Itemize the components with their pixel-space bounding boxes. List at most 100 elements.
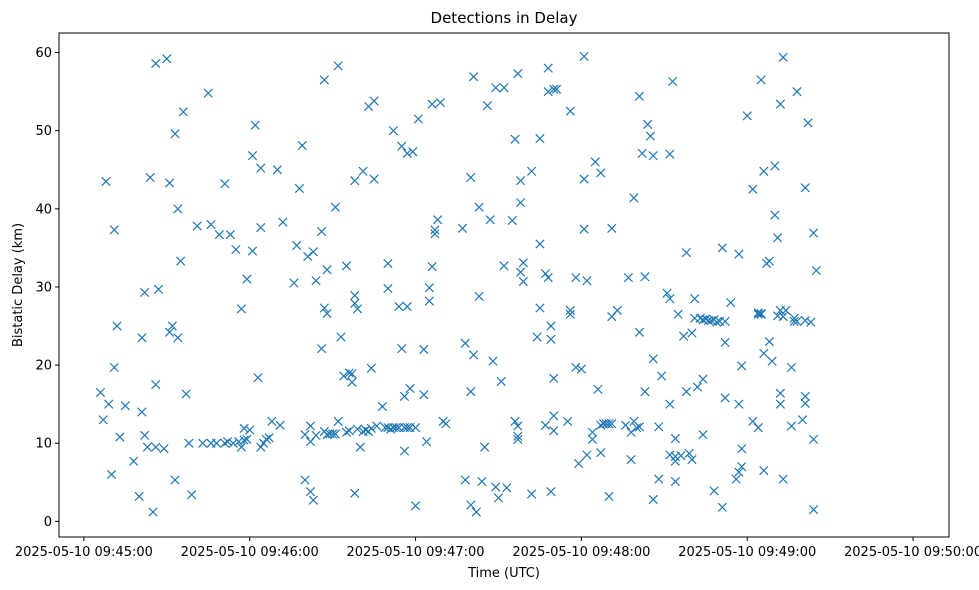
data-point [466, 172, 476, 183]
data-point [800, 398, 810, 409]
data-point [115, 432, 125, 442]
data-point [634, 327, 645, 337]
data-point [289, 278, 299, 288]
data-point [543, 272, 553, 283]
data-point [698, 374, 708, 384]
data-point [770, 161, 780, 171]
data-point [316, 344, 327, 354]
data-point [515, 197, 526, 208]
data-point [366, 363, 376, 373]
data-point [399, 391, 410, 401]
y-tick-label: 0 [44, 515, 52, 530]
data-point [626, 455, 636, 465]
data-point [582, 276, 592, 286]
data-point [527, 166, 537, 176]
data-point [466, 500, 476, 510]
data-point [654, 422, 664, 432]
data-point [239, 423, 249, 434]
data-point [507, 215, 517, 226]
data-point [198, 438, 208, 448]
data-point [665, 149, 675, 159]
data-point [753, 309, 763, 319]
data-point [170, 129, 180, 139]
data-point [330, 429, 341, 439]
data-point [95, 387, 106, 398]
y-tick-label: 60 [35, 46, 52, 61]
data-point [468, 72, 479, 82]
data-point [397, 344, 407, 354]
data-point [308, 495, 318, 505]
data-point [679, 331, 689, 341]
data-point [178, 107, 189, 117]
data-point [460, 475, 470, 485]
data-point [341, 261, 352, 271]
data-point [756, 308, 766, 319]
data-point [164, 327, 175, 337]
data-point [109, 362, 119, 373]
data-point [513, 69, 523, 79]
data-point [181, 389, 191, 399]
data-point [764, 256, 774, 266]
data-point [350, 290, 360, 301]
data-point [377, 401, 388, 412]
data-point [408, 147, 418, 157]
data-point [402, 148, 412, 158]
data-point [513, 421, 523, 431]
x-tick-label: 2025-05-10 09:50:00 [844, 545, 979, 560]
data-point [421, 437, 432, 447]
data-point [808, 228, 819, 238]
data-point [803, 118, 813, 128]
data-point [322, 265, 332, 275]
data-point [632, 422, 642, 433]
data-point [474, 291, 484, 301]
data-point [355, 442, 365, 452]
data-point [648, 494, 658, 505]
data-point [405, 383, 415, 394]
data-point [670, 476, 680, 487]
data-point [305, 487, 316, 497]
data-point [162, 54, 172, 64]
data-point [300, 475, 310, 485]
data-point [720, 316, 730, 326]
data-point [792, 316, 802, 326]
data-point [220, 179, 230, 189]
data-point [764, 337, 774, 347]
data-point [811, 265, 821, 276]
data-point [341, 427, 352, 437]
data-point [256, 163, 266, 173]
data-point [549, 411, 559, 421]
y-axis-label: Bistatic Delay (km) [11, 223, 26, 347]
data-point [137, 407, 147, 417]
data-point [491, 482, 501, 492]
data-point [344, 426, 354, 436]
y-tick-label: 50 [35, 124, 52, 139]
data-point [546, 334, 556, 344]
data-point [236, 442, 247, 452]
data-point [510, 416, 520, 426]
data-point [322, 308, 332, 319]
data-point [717, 502, 727, 512]
data-point [151, 380, 161, 390]
data-point [231, 244, 241, 255]
chart-title: Detections in Delay [431, 9, 578, 27]
data-point [328, 429, 338, 439]
data-point [587, 434, 598, 444]
data-point [383, 283, 393, 294]
markers-layer [95, 51, 821, 517]
data-point [574, 458, 584, 469]
data-point [720, 393, 730, 403]
data-point [775, 399, 786, 409]
data-point [267, 416, 277, 426]
data-point [159, 444, 169, 454]
data-point [643, 119, 653, 130]
data-point [786, 362, 797, 373]
data-point [383, 258, 393, 269]
data-point [482, 101, 493, 111]
data-point [576, 364, 587, 374]
data-point [701, 314, 711, 324]
data-point [543, 63, 553, 73]
data-point [543, 86, 553, 97]
data-point [430, 225, 440, 235]
data-point [565, 309, 575, 319]
data-point [253, 372, 263, 383]
